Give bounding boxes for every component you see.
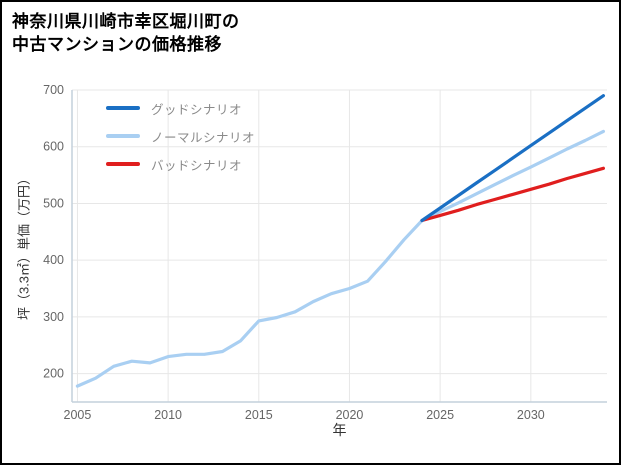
chart-title: 神奈川県川崎市幸区堀川町の 中古マンションの価格推移 [12,10,240,56]
series-line-ノーマルシナリオ [75,129,606,388]
y-tick-label: 300 [43,310,64,324]
legend-label-good: グッドシナリオ [151,102,243,117]
legend-swatch-good [106,106,140,110]
x-axis-label: 年 [332,422,347,438]
legend-item-good: グッドシナリオ [106,94,255,122]
chart-title-line1: 神奈川県川崎市幸区堀川町の [12,12,240,31]
chart-legend: グッドシナリオ ノーマルシナリオ バッドシナリオ [106,94,255,178]
series-line-グッドシナリオ [420,94,606,223]
legend-item-bad: バッドシナリオ [106,150,255,178]
x-tick-label: 2005 [64,408,92,422]
legend-swatch-bad [106,162,140,166]
legend-label-bad: バッドシナリオ [151,158,243,173]
x-tick-label: 2010 [154,408,182,422]
y-tick-label: 400 [43,253,64,267]
x-tick-label: 2020 [336,408,364,422]
y-tick-label: 500 [43,196,64,210]
chart-title-line2: 中古マンションの価格推移 [12,35,222,54]
x-tick-label: 2025 [426,408,454,422]
y-tick-label: 600 [43,140,64,154]
y-tick-label: 700 [43,83,64,97]
x-tick-label: 2030 [517,408,545,422]
legend-swatch-normal [106,134,140,138]
legend-label-normal: ノーマルシナリオ [151,130,256,145]
legend-item-normal: ノーマルシナリオ [106,122,255,150]
x-tick-label: 2015 [245,408,273,422]
y-tick-label: 200 [43,367,64,381]
y-axis-label: 坪（3.3㎡）単価（万円） [16,171,32,321]
series-line-バッドシナリオ [420,166,606,223]
